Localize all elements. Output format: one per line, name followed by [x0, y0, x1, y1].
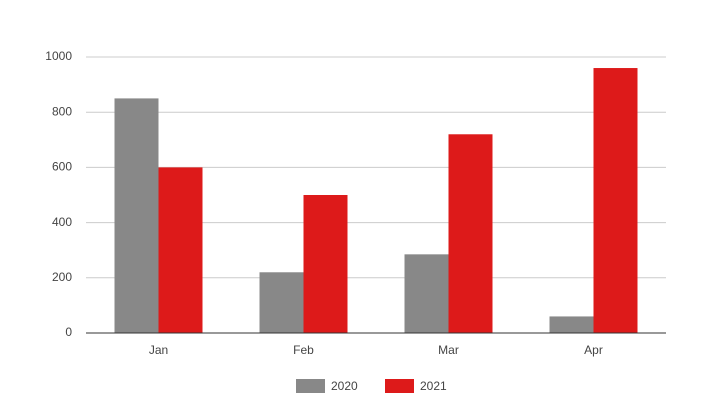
- y-tick-label: 400: [52, 215, 72, 229]
- y-tick-label: 1000: [45, 49, 72, 63]
- y-tick-label: 200: [52, 270, 72, 284]
- legend-swatch: [296, 379, 325, 393]
- legend-swatch: [385, 379, 414, 393]
- x-tick-label: Mar: [438, 343, 459, 357]
- bar: [158, 167, 203, 333]
- bar: [303, 195, 348, 333]
- x-tick-label: Feb: [293, 343, 314, 357]
- bar: [593, 68, 638, 333]
- legend-label: 2020: [331, 379, 358, 393]
- y-tick-label: 600: [52, 160, 72, 174]
- x-tick-label: Jan: [149, 343, 168, 357]
- x-tick-label: Apr: [584, 343, 603, 357]
- bar: [259, 272, 304, 333]
- y-tick-label: 800: [52, 104, 72, 118]
- bar: [549, 316, 594, 333]
- legend-label: 2021: [420, 379, 447, 393]
- bar: [404, 254, 449, 333]
- bar: [448, 134, 493, 333]
- y-tick-label: 0: [65, 325, 72, 339]
- bar: [114, 98, 159, 334]
